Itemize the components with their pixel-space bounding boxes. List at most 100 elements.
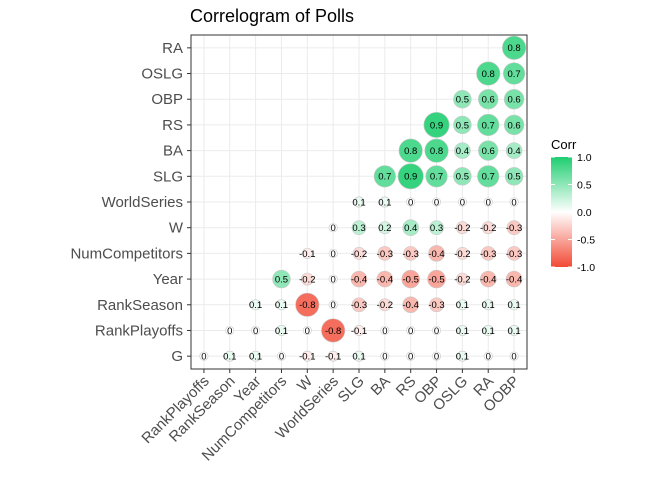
correlation-circle [352,247,366,260]
correlation-value-label: 0.1 [352,352,365,363]
correlation-value-label: -0.8 [325,326,341,337]
correlation-circle [276,351,286,361]
correlation-circle [505,142,523,159]
correlation-circle [380,351,390,361]
correlation-circle [401,269,420,289]
correlation-value-label: 0.5 [456,95,469,106]
correlation-circle [301,350,313,362]
correlation-value-label: -0.3 [506,249,522,260]
correlation-value-label: 0 [434,326,439,337]
correlation-value-label: 0.8 [430,146,443,157]
correlation-value-label: -0.4 [351,274,367,285]
legend-tick-label: 0.0 [577,207,592,219]
correlation-circle [380,325,390,335]
correlation-value-label: 0.5 [275,274,288,285]
correlation-circle [225,325,235,335]
correlation-value-label: 0 [460,197,465,208]
correlation-circle [425,165,448,188]
correlation-circle [376,270,394,288]
correlation-circle [373,165,396,188]
correlation-circle [477,165,500,188]
correlation-value-label: 0.1 [249,352,262,363]
correlation-circle [504,167,524,186]
correlation-value-label: 0 [511,197,516,208]
correlation-value-label: 0 [227,326,232,337]
correlation-value-label: 0.6 [482,95,495,106]
y-axis-tick-label: G [171,348,183,365]
correlation-value-label: 0.5 [507,172,520,183]
correlation-value-label: 0.7 [378,172,391,183]
correlation-circle [353,350,365,362]
y-axis-tick-label: RankPlayoffs [95,322,183,339]
correlation-value-label: 0 [408,326,413,337]
correlation-value-label: 0.5 [456,120,469,131]
correlation-circle [328,248,338,258]
legend-colorbar [551,157,572,267]
legend-ticks: 1.0 0.5 0.0 -0.5 -1.0 [551,152,595,274]
correlation-value-label: 0.1 [223,352,236,363]
correlation-value-label: 0.1 [275,300,288,311]
y-axis-tick-label: NumCompetitors [70,245,183,262]
correlation-value-label: 0.2 [378,223,391,234]
correlation-cells: 0 0.1 0.1 0 -0.1 -0.1 0.1 0 0 0 0.1 0 0 0 0 0.1 0 -0.8 -0.… [199,35,527,363]
correlation-value-label: 0.1 [275,326,288,337]
correlation-circle [295,292,320,317]
correlation-circle [509,197,519,207]
correlation-circle [505,270,523,288]
legend-tick-label: 0.5 [577,179,592,191]
correlation-circle [506,246,522,261]
correlation-value-label: 0.4 [507,146,520,157]
correlation-circle [379,196,391,208]
correlation-value-label: 0.3 [430,223,443,234]
correlation-value-label: 0 [382,326,387,337]
correlation-circle [328,274,338,284]
correlation-circle [398,138,423,163]
correlation-circle [483,351,493,361]
correlation-value-label: 0 [434,352,439,363]
correlation-circle [453,167,472,186]
correlation-circle [502,35,527,60]
correlation-circle [350,270,368,288]
correlation-value-label: 0.1 [482,300,495,311]
correlation-value-label: 0.8 [404,146,417,157]
legend-tick-label: -0.5 [577,234,595,246]
correlation-circle [456,247,469,260]
correlation-circle [456,299,468,311]
correlation-circle [506,220,522,236]
correlation-value-label: 0.8 [507,43,520,54]
correlation-circle [351,220,367,236]
y-axis-tick-label: RankSeason [97,297,183,314]
correlation-value-label: -0.3 [403,249,419,260]
correlation-circle [251,325,261,335]
correlation-value-label: 0 [279,352,284,363]
legend: Corr 1.0 0.5 0.0 -0.5 -1.0 [551,137,595,274]
correlation-circle [328,223,338,233]
correlation-value-label: -0.2 [480,223,496,234]
correlation-circle [402,219,419,236]
correlation-value-label: -0.2 [351,249,367,260]
correlation-value-label: 0.4 [456,146,469,157]
correlation-value-label: 0.4 [404,223,417,234]
correlation-circle [503,114,525,136]
correlation-value-label: -0.3 [506,223,522,234]
correlation-circle [250,299,262,311]
correlation-circle [406,325,416,335]
correlation-value-label: 0 [408,352,413,363]
correlation-value-label: -0.4 [377,274,393,285]
y-axis-tick-label: RS [162,117,183,134]
correlation-value-label: 0 [331,249,336,260]
correlation-circle [397,163,424,190]
correlation-circle [429,220,444,236]
correlation-value-label: 0.9 [430,120,443,131]
y-axis-tick-label: Year [153,271,183,288]
correlation-value-label: 0.1 [456,326,469,337]
chart-title: Correlogram of Polls [190,6,354,26]
correlation-circle [509,351,519,361]
y-axis-tick-label: OSLG [141,66,183,83]
correlation-circle [456,325,468,336]
y-axis-tick-label: OBP [151,91,183,108]
x-axis: RankPlayoffsRankSeasonYearNumCompetitors… [138,369,523,464]
correlation-value-label: -0.3 [428,300,444,311]
correlation-value-label: 0 [434,197,439,208]
